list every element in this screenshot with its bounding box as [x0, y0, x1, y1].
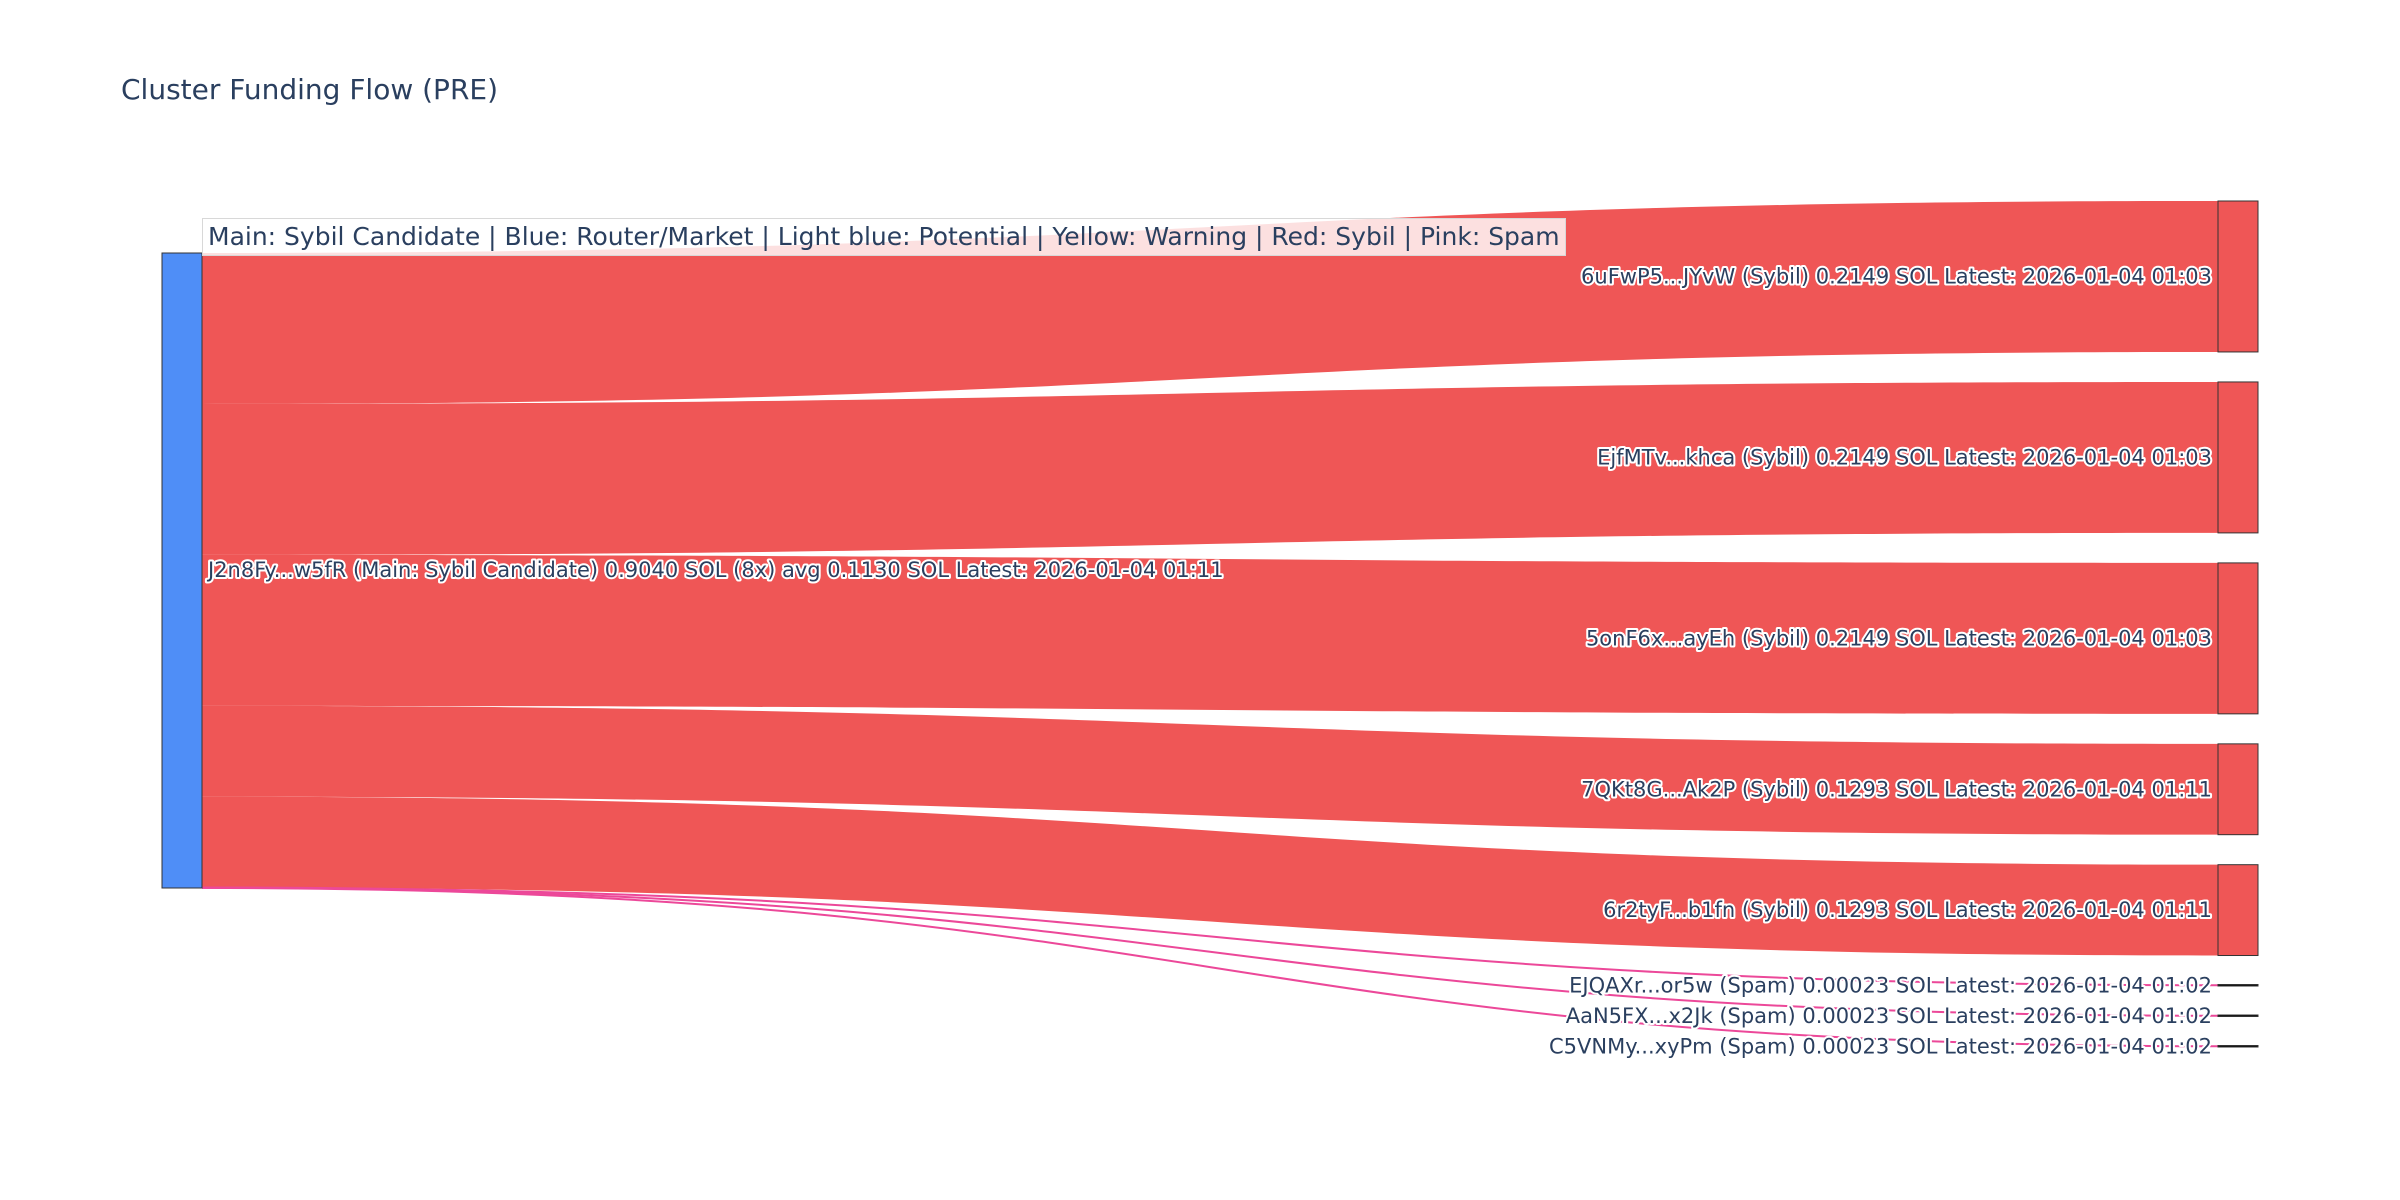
labels-layer: 6uFwP5...JYvW (Sybil) 0.2149 SOL Latest:…	[204, 262, 2214, 1060]
node-6r2tyf-b1fn	[2217, 864, 2259, 957]
node-ejfmtv-khca	[2217, 381, 2259, 534]
node-label-ejqaxr-or5w: EJQAXr...or5w (Spam) 0.00023 SOL Latest:…	[1569, 973, 2212, 997]
node-main-j2n8fy-w5fr	[161, 252, 203, 889]
link-c5vnmy-xypm	[201, 886, 2219, 1048]
node-label-6r2tyf-b1fn: 6r2tyF...b1fn (Sybil) 0.1293 SOL Latest:…	[1603, 898, 2212, 922]
link-ejqaxr-or5w	[201, 886, 2219, 987]
node-c5vnmy-xypm	[2217, 1045, 2259, 1048]
node-label-aan5fx-x2jk: AaN5FX...x2Jk (Spam) 0.00023 SOL Latest:…	[1566, 1004, 2212, 1028]
node-label-c5vnmy-xypm: C5VNMy...xyPm (Spam) 0.00023 SOL Latest:…	[1549, 1034, 2212, 1058]
node-aan5fx-x2jk	[2217, 1014, 2259, 1018]
link-5onf6x-ayeh	[202, 554, 2218, 714]
node-label-6ufwp5-jyvw: 6uFwP5...JYvW (Sybil) 0.2149 SOL Latest:…	[1581, 264, 2212, 288]
node-ejqaxr-or5w	[2217, 984, 2259, 987]
link-aan5fx-x2jk	[201, 886, 2219, 1017]
node-5onf6x-ayeh	[2217, 562, 2259, 715]
node-label-5onf6x-ayeh: 5onF6x...ayEh (Sybil) 0.2149 SOL Latest:…	[1586, 626, 2212, 650]
nodes-layer	[161, 200, 2259, 1048]
link-7qkt8g-ak2p	[202, 705, 2218, 835]
node-7qkt8g-ak2p	[2217, 743, 2259, 836]
legend-box: Main: Sybil Candidate | Blue: Router/Mar…	[202, 218, 1566, 256]
node-label-ejfmtv-khca: EjfMTv...khca (Sybil) 0.2149 SOL Latest:…	[1597, 445, 2212, 469]
node-6ufwp5-jyvw	[2217, 200, 2259, 353]
link-6r2tyf-b1fn	[202, 796, 2218, 956]
node-label-main: J2n8Fy...w5fR (Main: Sybil Candidate) 0.…	[206, 558, 1224, 582]
node-label-7qkt8g-ak2p: 7QKt8G...Ak2P (Sybil) 0.1293 SOL Latest:…	[1581, 777, 2212, 801]
links-layer	[201, 201, 2219, 1048]
chart-title: Cluster Funding Flow (PRE)	[121, 73, 499, 106]
link-ejfmtv-khca	[202, 381, 2218, 555]
